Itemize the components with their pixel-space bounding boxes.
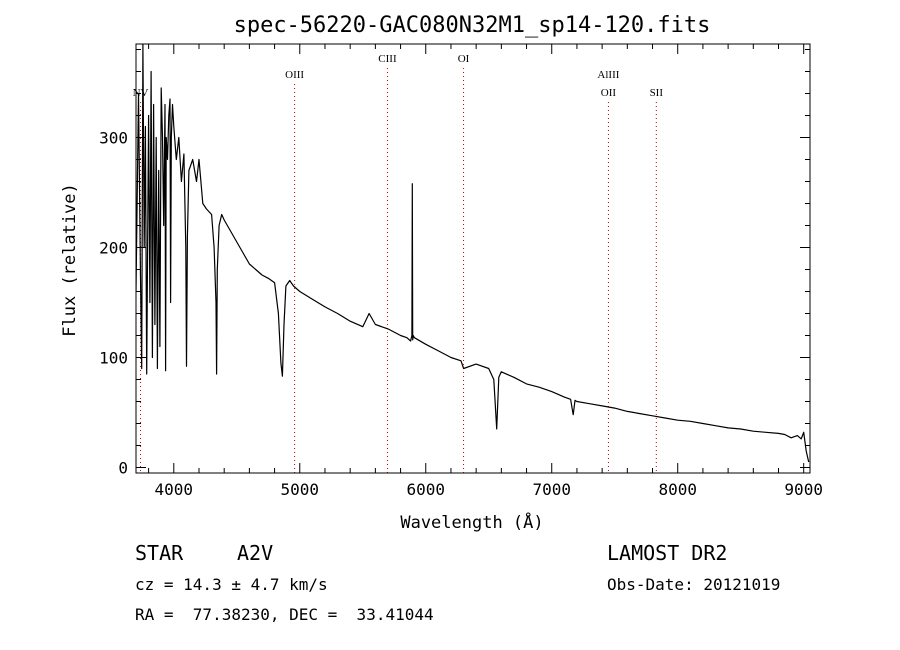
redshift-cz: cz = 14.3 ± 4.7 km/s <box>135 575 328 594</box>
line-label-ciii: CIII <box>378 53 397 65</box>
x-tick-label: 6000 <box>406 480 445 499</box>
survey-name: LAMOST DR2 <box>607 541 728 565</box>
y-tick-label: 300 <box>99 129 128 148</box>
object-subclass: A2V <box>237 541 274 565</box>
line-label-oi: OI <box>458 53 470 65</box>
object-class: STAR <box>135 541 184 565</box>
observation-date: Obs-Date: 20121019 <box>607 575 781 594</box>
x-axis-title: Wavelength (Å) <box>400 511 543 533</box>
line-label-sii: SII <box>650 87 664 99</box>
x-tick-label: 7000 <box>532 480 571 499</box>
line-label-aliii: AlIII <box>597 69 619 81</box>
y-tick-label: 100 <box>99 349 128 368</box>
y-tick-label: 0 <box>118 459 128 478</box>
spectrum-line <box>136 44 810 463</box>
x-tick-label: 4000 <box>155 480 194 499</box>
chart-title: spec-56220-GAC080N32M1_sp14-120.fits <box>234 13 711 38</box>
x-tick-label: 9000 <box>784 480 823 499</box>
plot-frame <box>135 43 811 474</box>
y-tick-label: 200 <box>99 239 128 258</box>
y-axis-title: Flux (relative) <box>60 183 80 337</box>
coordinates: RA = 77.38230, DEC = 33.41044 <box>135 605 434 624</box>
x-tick-label: 5000 <box>281 480 320 499</box>
x-tick-label: 8000 <box>658 480 697 499</box>
line-label-oiii: OIII <box>285 69 304 81</box>
line-label-oii: OII <box>601 87 617 99</box>
